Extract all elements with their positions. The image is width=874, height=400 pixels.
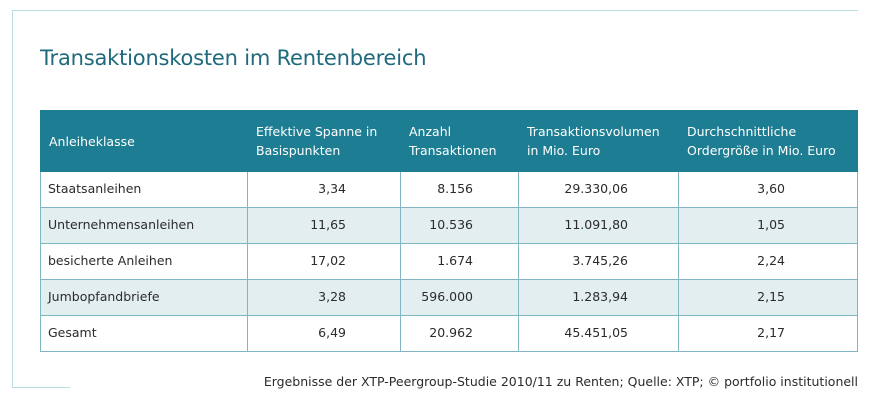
header-volumen-line2: in Mio. Euro xyxy=(527,143,601,158)
row-label: besicherte Anleihen xyxy=(40,243,248,280)
cell-spanne: 17,02 xyxy=(247,243,401,280)
cell-ordergroesse: 2,15 xyxy=(678,279,858,316)
cell-volumen: 3.745,26 xyxy=(518,243,679,280)
cell-spanne: 3,34 xyxy=(247,171,401,208)
cell-anzahl: 20.962 xyxy=(400,315,519,352)
table-row: Gesamt 6,49 20.962 45.451,05 2,17 xyxy=(40,315,858,352)
cell-spanne: 11,65 xyxy=(247,207,401,244)
header-transaktionsvolumen: Transaktionsvolumen in Mio. Euro xyxy=(518,110,679,172)
cell-volumen: 45.451,05 xyxy=(518,315,679,352)
header-ordergroesse: Durchschnittliche Ordergröße in Mio. Eur… xyxy=(678,110,858,172)
table-row: Jumbopfandbriefe 3,28 596.000 1.283,94 2… xyxy=(40,279,858,316)
header-anzahl-transaktionen: Anzahl Transaktionen xyxy=(400,110,519,172)
header-anzahl-line2: Transaktionen xyxy=(409,143,497,158)
row-label: Gesamt xyxy=(40,315,248,352)
header-volumen-line1: Transaktionsvolumen xyxy=(527,124,660,139)
cell-anzahl: 8.156 xyxy=(400,171,519,208)
cell-anzahl: 596.000 xyxy=(400,279,519,316)
cell-volumen: 29.330,06 xyxy=(518,171,679,208)
frame-line-bottom xyxy=(12,387,70,388)
cell-volumen: 1.283,94 xyxy=(518,279,679,316)
table-row: Staatsanleihen 3,34 8.156 29.330,06 3,60 xyxy=(40,171,858,208)
row-label: Staatsanleihen xyxy=(40,171,248,208)
page-title: Transaktionskosten im Rentenbereich xyxy=(40,46,427,70)
header-effektive-spanne: Effektive Spanne in Basispunkten xyxy=(247,110,401,172)
table-row: besicherte Anleihen 17,02 1.674 3.745,26… xyxy=(40,243,858,280)
header-effektive-spanne-line1: Effektive Spanne in xyxy=(256,124,378,139)
header-effektive-spanne-line2: Basispunkten xyxy=(256,143,341,158)
header-anzahl-line1: Anzahl xyxy=(409,124,452,139)
header-ordergroesse-line1: Durchschnittliche xyxy=(687,124,797,139)
header-ordergroesse-line2: Ordergröße in Mio. Euro xyxy=(687,143,836,158)
transaction-costs-table: Anleiheklasse Effektive Spanne in Basisp… xyxy=(40,110,858,352)
table-row: Unternehmensanleihen 11,65 10.536 11.091… xyxy=(40,207,858,244)
cell-anzahl: 1.674 xyxy=(400,243,519,280)
cell-ordergroesse: 1,05 xyxy=(678,207,858,244)
source-footnote: Ergebnisse der XTP-Peergroup-Studie 2010… xyxy=(263,374,858,389)
cell-ordergroesse: 3,60 xyxy=(678,171,858,208)
cell-ordergroesse: 2,24 xyxy=(678,243,858,280)
cell-ordergroesse: 2,17 xyxy=(678,315,858,352)
cell-spanne: 6,49 xyxy=(247,315,401,352)
cell-volumen: 11.091,80 xyxy=(518,207,679,244)
frame-line-top xyxy=(12,10,858,11)
cell-anzahl: 10.536 xyxy=(400,207,519,244)
row-label: Jumbopfandbriefe xyxy=(40,279,248,316)
frame-line-left xyxy=(12,10,13,388)
table-header-row: Anleiheklasse Effektive Spanne in Basisp… xyxy=(40,110,858,172)
header-anleiheklasse: Anleiheklasse xyxy=(40,110,248,172)
cell-spanne: 3,28 xyxy=(247,279,401,316)
row-label: Unternehmensanleihen xyxy=(40,207,248,244)
